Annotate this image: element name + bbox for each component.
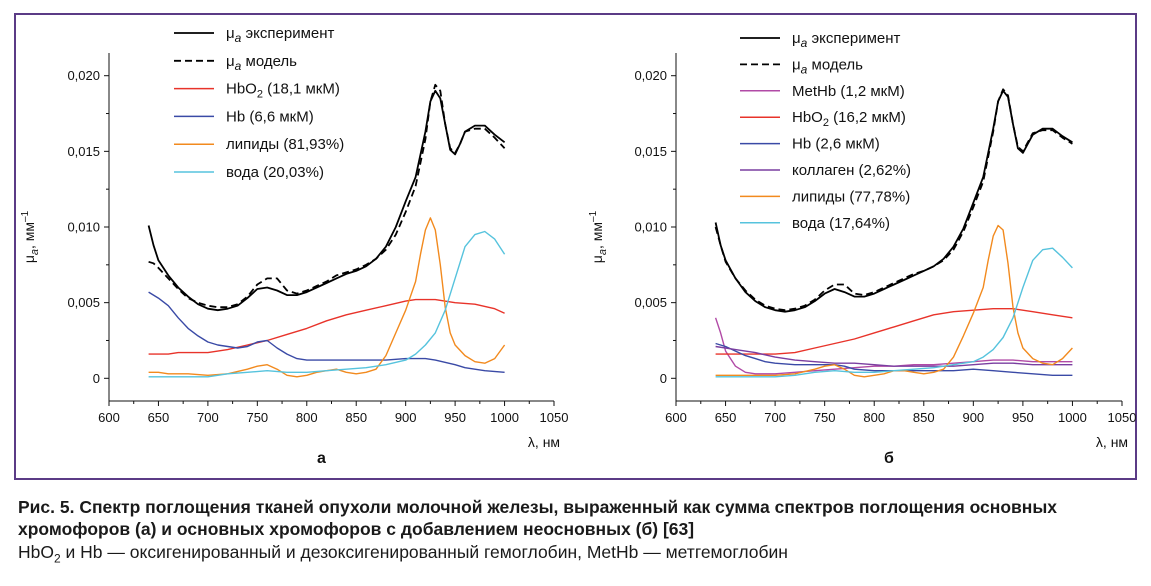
legend-label: μa модель bbox=[792, 56, 863, 76]
caption-note: HbO2 и Hb — оксигенированный и дезоксиге… bbox=[18, 540, 1143, 571]
x-tick-label: 900 bbox=[395, 410, 417, 425]
series-line-a-0 bbox=[147, 89, 506, 312]
figure-caption: Рис. 5. Спектр поглощения тканей опухоли… bbox=[18, 496, 1143, 571]
legend-label: μa модель bbox=[226, 53, 297, 73]
caption-note-a: HbO bbox=[18, 542, 54, 562]
legend-label: μa эксперимент bbox=[792, 30, 901, 50]
legend-label: Hb (2,6 мкМ) bbox=[792, 136, 880, 153]
x-tick-label: 750 bbox=[814, 410, 836, 425]
y-tick-label: 0,010 bbox=[634, 220, 667, 235]
legend-label: μa эксперимент bbox=[226, 25, 335, 45]
figure-plots: 600 650 700 750 800 850 900 950 1000 1050 0 0,005 0,… bbox=[20, 25, 1136, 467]
y-tick-label: 0,020 bbox=[634, 68, 667, 83]
y-tick-label: 0 bbox=[660, 371, 667, 386]
x-tick-label: 950 bbox=[444, 410, 466, 425]
series-line-a-1 bbox=[148, 83, 506, 309]
series-line-hb-2-6-4 bbox=[715, 342, 1073, 376]
caption-note-sub: 2 bbox=[53, 551, 61, 566]
x-tick-label: 850 bbox=[913, 410, 935, 425]
x-tick-label: 650 bbox=[148, 410, 170, 425]
series-line-77-78-6 bbox=[715, 224, 1073, 378]
x-tick-label: 1000 bbox=[1058, 410, 1087, 425]
legend-label: HbO2 (18,1 мкМ) bbox=[226, 81, 340, 101]
x-tick-label: 1050 bbox=[540, 410, 569, 425]
x-tick-label: 700 bbox=[197, 410, 219, 425]
legend-label: MetHb (1,2 мкМ) bbox=[792, 83, 905, 100]
series-line-20-03-5 bbox=[148, 230, 506, 378]
figure-frame bbox=[14, 13, 1137, 480]
panel-label: а bbox=[317, 450, 326, 467]
x-axis-label: λ, нм bbox=[528, 434, 560, 450]
x-tick-label: 800 bbox=[296, 410, 318, 425]
y-tick-label: 0,015 bbox=[634, 144, 667, 159]
legend-label: коллаген (2,62%) bbox=[792, 162, 911, 179]
x-axis-label: λ, нм bbox=[1096, 434, 1128, 450]
series-line-hbo2-18-1-2 bbox=[148, 298, 505, 355]
x-tick-label: 950 bbox=[1012, 410, 1034, 425]
x-tick-label: 800 bbox=[863, 410, 885, 425]
legend-label: липиды (81,93%) bbox=[226, 136, 344, 153]
x-tick-label: 1000 bbox=[490, 410, 519, 425]
chart-panel-2: 600 650 700 750 800 850 900 950 1000 1050 0 0,005 0,… bbox=[588, 30, 1136, 467]
x-tick-label: 600 bbox=[665, 410, 687, 425]
x-tick-label: 850 bbox=[345, 410, 367, 425]
y-tick-label: 0,005 bbox=[634, 295, 667, 310]
series-line-17-64-7 bbox=[715, 247, 1073, 378]
x-tick-label: 650 bbox=[715, 410, 737, 425]
caption-note-b: и Hb — оксигенированный и дезоксигениров… bbox=[60, 542, 788, 562]
legend-label: липиды (77,78%) bbox=[792, 188, 910, 205]
x-tick-label: 1050 bbox=[1108, 410, 1137, 425]
x-tick-label: 900 bbox=[962, 410, 984, 425]
legend-label: Hb (6,6 мкМ) bbox=[226, 108, 314, 125]
legend-label: вода (20,03%) bbox=[226, 164, 324, 181]
y-axis-label: μa, мм–1 bbox=[588, 210, 609, 263]
x-tick-label: 600 bbox=[98, 410, 120, 425]
chart-panel-1: 600 650 700 750 800 850 900 950 1000 1050 0 0,005 0,… bbox=[20, 25, 568, 467]
x-tick-label: 750 bbox=[246, 410, 268, 425]
series-line-2-62-5 bbox=[715, 345, 1073, 367]
legend-label: вода (17,64%) bbox=[792, 215, 890, 232]
y-tick-label: 0,020 bbox=[67, 68, 100, 83]
series-line-hb-6-6-3 bbox=[148, 291, 505, 373]
panel-label: б bbox=[884, 450, 894, 467]
series-line-a-1 bbox=[714, 88, 1073, 312]
legend-label: HbO2 (16,2 мкМ) bbox=[792, 109, 906, 129]
y-tick-label: 0,005 bbox=[67, 295, 100, 310]
series-line-methb-1-2-2 bbox=[714, 317, 1073, 375]
series-line-81-93-4 bbox=[148, 217, 506, 378]
series-line-hbo2-16-2-3 bbox=[715, 308, 1073, 355]
y-axis-label: μa, мм–1 bbox=[20, 210, 41, 263]
caption-title: Рис. 5. Спектр поглощения тканей опухоли… bbox=[18, 497, 1058, 539]
x-tick-label: 700 bbox=[764, 410, 786, 425]
series-line-a-0 bbox=[714, 89, 1073, 313]
y-tick-label: 0 bbox=[93, 371, 100, 386]
y-tick-label: 0,015 bbox=[67, 144, 100, 159]
y-tick-label: 0,010 bbox=[67, 220, 100, 235]
